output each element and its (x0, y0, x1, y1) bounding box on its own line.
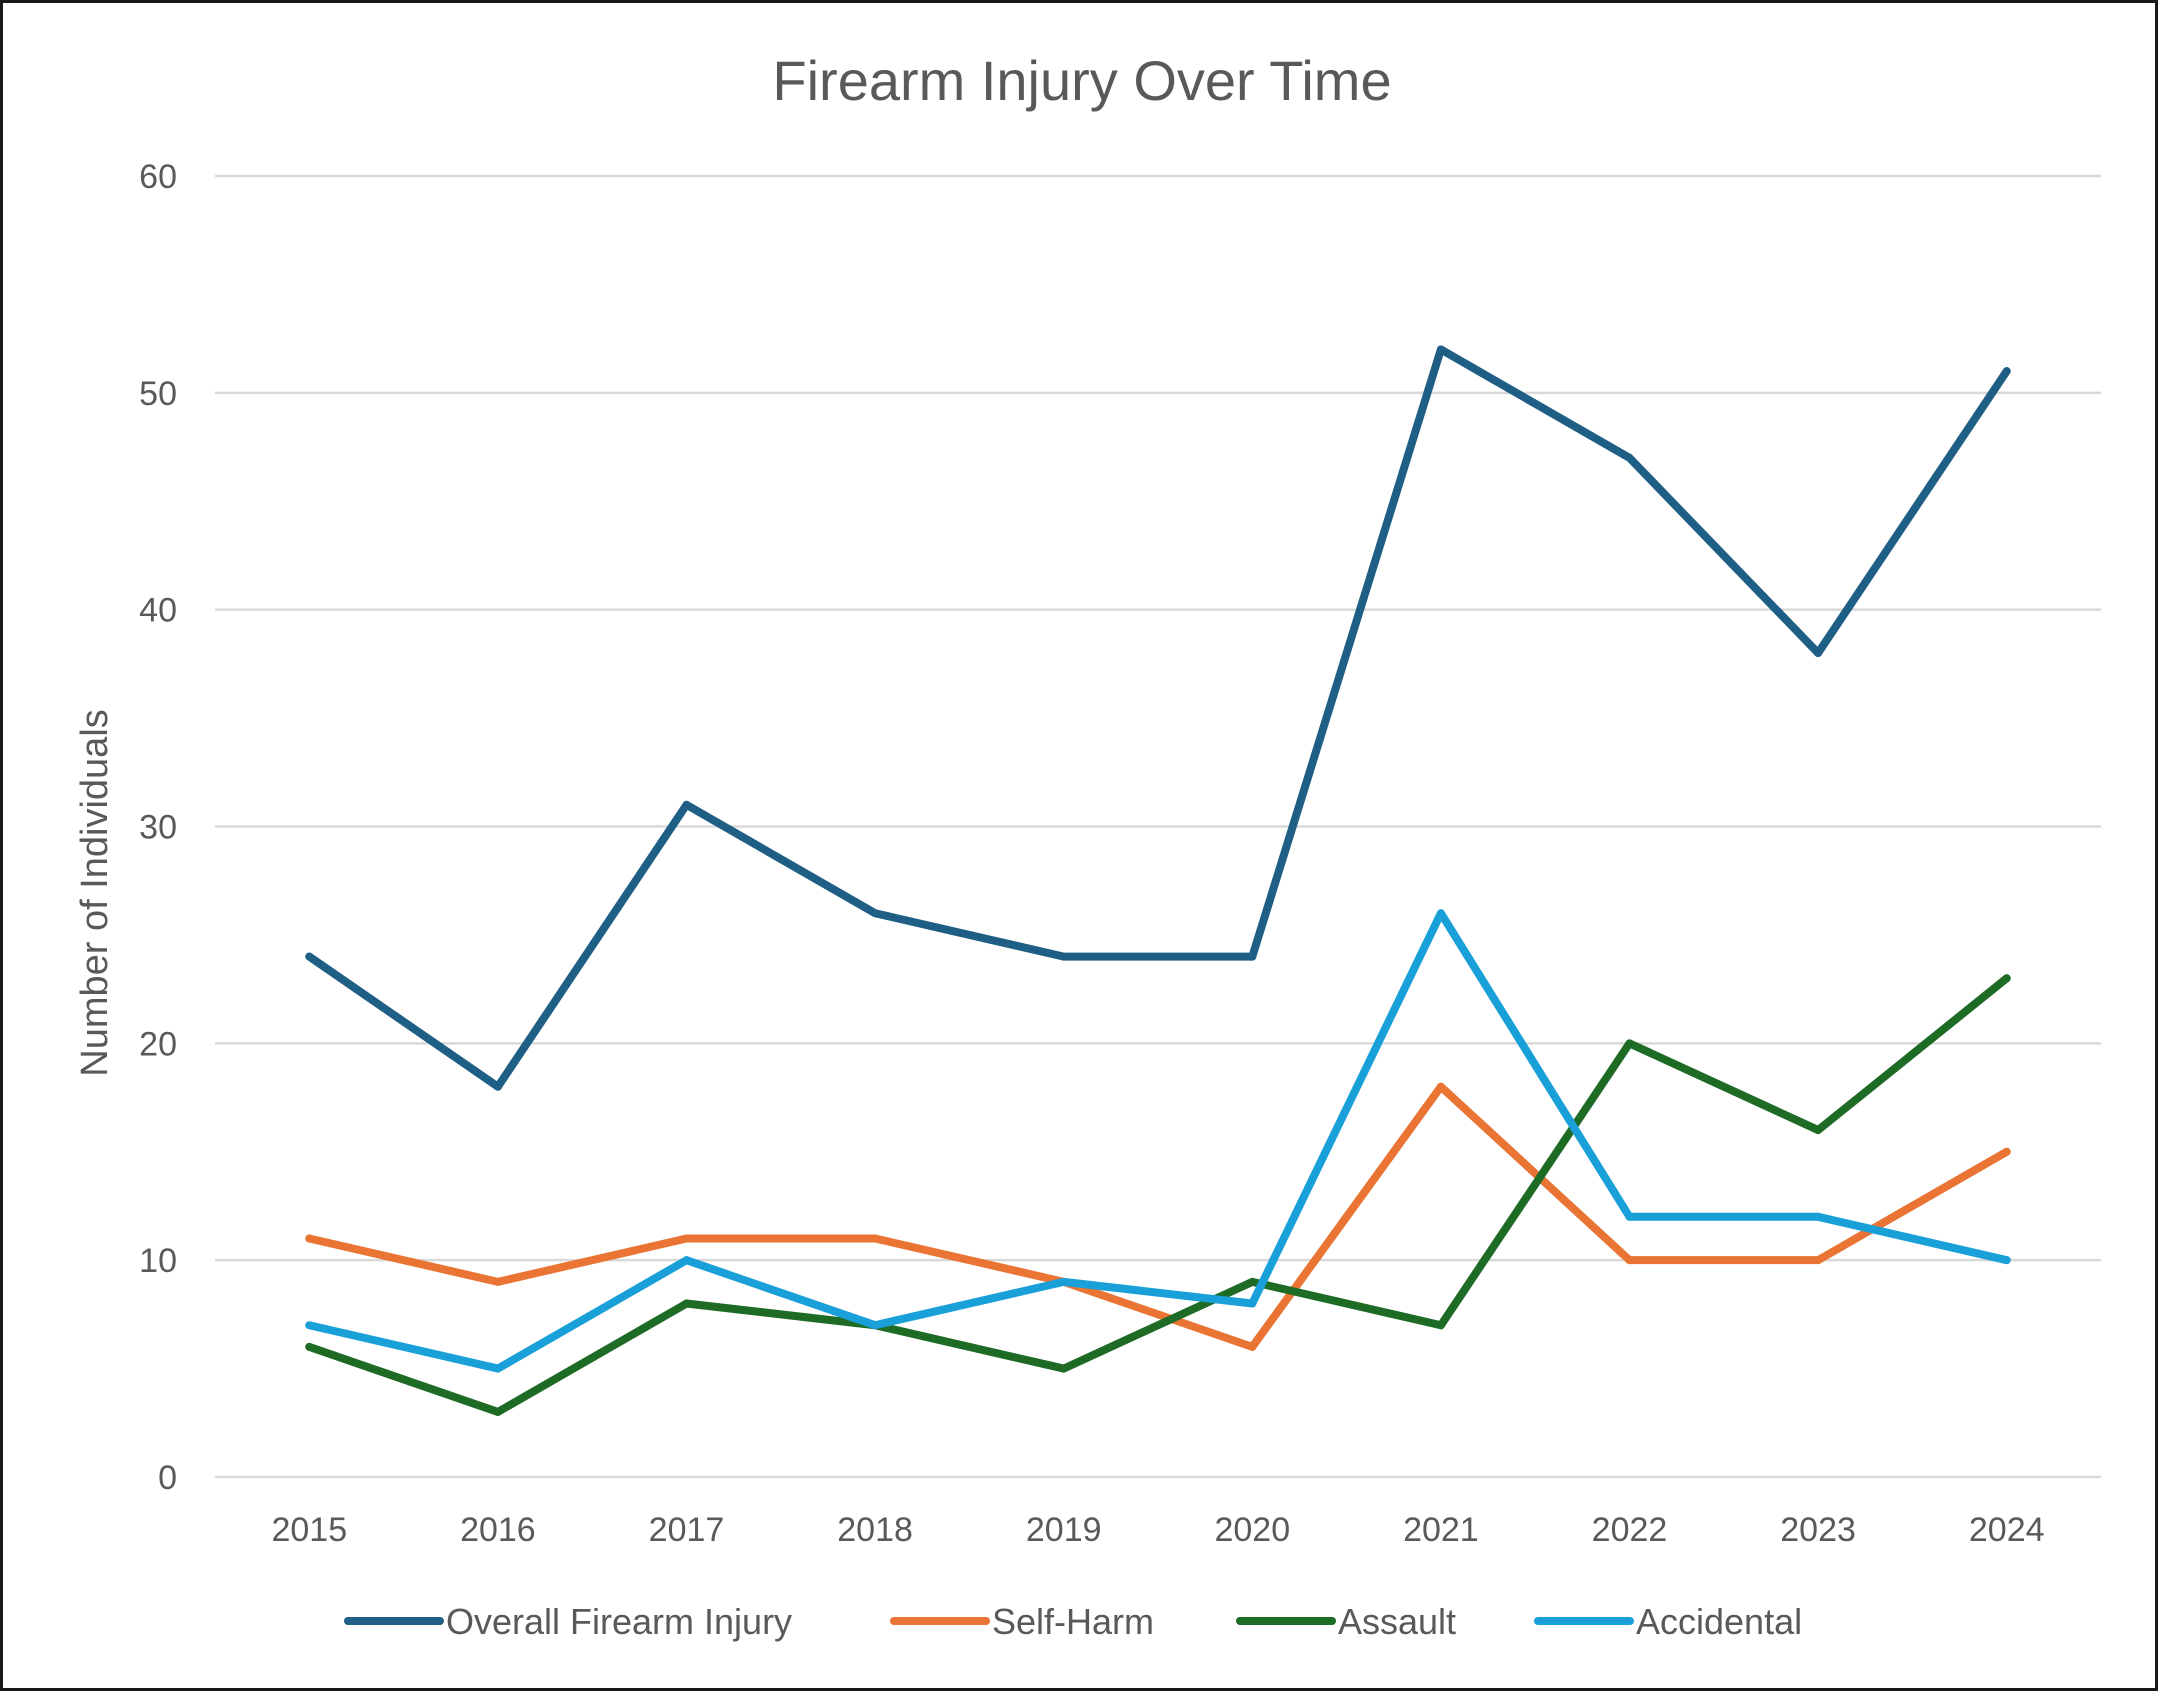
data-point (1248, 1299, 1257, 1308)
data-point (1814, 1212, 1823, 1221)
data-point (493, 1364, 502, 1373)
x-tick-label: 2017 (649, 1511, 725, 1549)
data-point (493, 1277, 502, 1286)
data-point (1436, 1321, 1445, 1330)
series-lines (305, 345, 2011, 1416)
data-point (871, 909, 880, 918)
data-point (1436, 345, 1445, 354)
y-axis-title: Number of Individuals (74, 709, 116, 1077)
data-point (871, 1321, 880, 1330)
data-point (1059, 1277, 1068, 1286)
series-line (305, 1082, 2011, 1351)
data-point (1814, 649, 1823, 658)
data-point (682, 1256, 691, 1265)
line-chart: Firearm Injury Over Time Number of Indiv… (74, 49, 2101, 1642)
data-point (1814, 1126, 1823, 1135)
data-point (682, 1299, 691, 1308)
data-point (2002, 974, 2011, 983)
x-tick-label: 2018 (837, 1511, 913, 1549)
data-point (2002, 1256, 2011, 1265)
legend-label: Assault (1338, 1601, 1456, 1642)
data-point (1625, 453, 1634, 462)
data-point (871, 1234, 880, 1243)
y-tick-label: 40 (139, 592, 177, 630)
data-point (1625, 1212, 1634, 1221)
data-point (1059, 1364, 1068, 1373)
chart-title: Firearm Injury Over Time (772, 49, 1391, 112)
data-point (1436, 1082, 1445, 1091)
y-tick-label: 30 (139, 809, 177, 847)
data-point (682, 800, 691, 809)
data-point (2002, 367, 2011, 376)
legend-item: Overall Firearm Injury (344, 1601, 792, 1642)
x-tick-label: 2024 (1969, 1511, 2045, 1549)
legend-label: Self-Harm (992, 1601, 1154, 1642)
series-line (305, 345, 2011, 1091)
data-point (682, 1234, 691, 1243)
x-tick-label: 2020 (1214, 1511, 1290, 1549)
data-point (1625, 1256, 1634, 1265)
y-tick-label: 50 (139, 375, 177, 413)
legend-label: Accidental (1636, 1601, 1802, 1642)
series-assault (305, 974, 2011, 1416)
x-axis-ticks: 2015 2016 2017 2018 2019 2020 2021 2022 2023 2024 (271, 1511, 2044, 1549)
data-point (493, 1082, 502, 1091)
x-tick-label: 2016 (460, 1511, 536, 1549)
data-point (1059, 952, 1068, 961)
data-point (1248, 1342, 1257, 1351)
y-axis-ticks: 0 10 20 30 40 50 60 (139, 158, 177, 1497)
data-point (305, 1342, 314, 1351)
series-overall-firearm-injury (305, 345, 2011, 1091)
legend-item: Accidental (1534, 1601, 1802, 1642)
y-tick-label: 60 (139, 158, 177, 196)
data-point (1436, 909, 1445, 918)
series-self-harm (305, 1082, 2011, 1351)
data-point (2002, 1147, 2011, 1156)
x-tick-label: 2019 (1026, 1511, 1102, 1549)
legend: Overall Firearm Injury Self-Harm Assault Ac… (344, 1601, 1802, 1642)
data-point (305, 952, 314, 961)
y-tick-label: 10 (139, 1242, 177, 1280)
data-point (1625, 1039, 1634, 1048)
y-tick-label: 0 (158, 1459, 177, 1497)
data-point (493, 1407, 502, 1416)
data-point (1814, 1256, 1823, 1265)
series-line (305, 909, 2011, 1373)
data-point (305, 1234, 314, 1243)
legend-item: Self-Harm (890, 1601, 1154, 1642)
data-point (305, 1321, 314, 1330)
legend-item: Assault (1236, 1601, 1456, 1642)
x-tick-label: 2021 (1403, 1511, 1479, 1549)
x-tick-label: 2023 (1780, 1511, 1856, 1549)
data-point (1248, 952, 1257, 961)
legend-label: Overall Firearm Injury (446, 1601, 792, 1642)
series-accidental (305, 909, 2011, 1373)
data-point (1248, 1277, 1257, 1286)
x-tick-label: 2015 (271, 1511, 347, 1549)
x-tick-label: 2022 (1592, 1511, 1668, 1549)
series-line (305, 974, 2011, 1416)
y-tick-label: 20 (139, 1025, 177, 1063)
